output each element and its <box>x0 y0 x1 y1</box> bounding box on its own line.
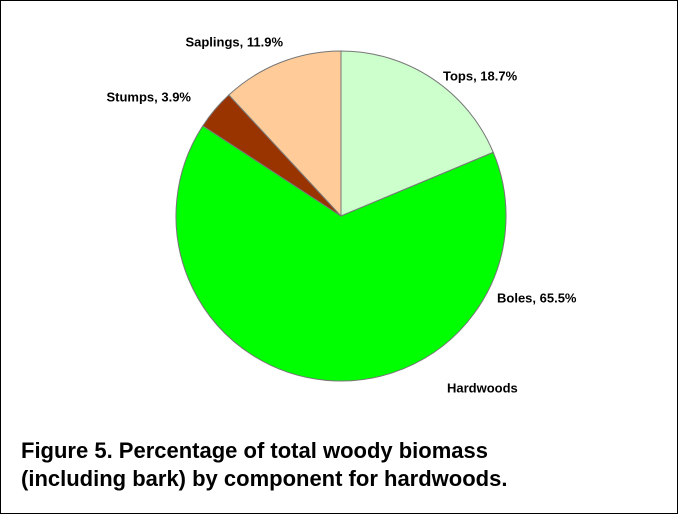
slice-label: Stumps, 3.9% <box>106 89 191 104</box>
chart-subtitle: Hardwoods <box>447 380 518 395</box>
caption-line: (including bark) by component for hardwo… <box>21 466 508 491</box>
caption-line: Figure 5. Percentage of total woody biom… <box>21 438 488 463</box>
pie-slice <box>340 50 494 217</box>
pie-slice <box>228 50 342 218</box>
caption: Figure 5. Percentage of total woody biom… <box>21 437 507 493</box>
slice-label: Tops, 18.7% <box>443 68 518 83</box>
chart: Hardwoods Tops, 18.7% Boles, 65.5% Stumps,… <box>106 34 577 395</box>
slice-label: Boles, 65.5% <box>497 290 577 305</box>
slice-label: Saplings, 11.9% <box>185 34 283 49</box>
pie-slice <box>175 125 507 382</box>
